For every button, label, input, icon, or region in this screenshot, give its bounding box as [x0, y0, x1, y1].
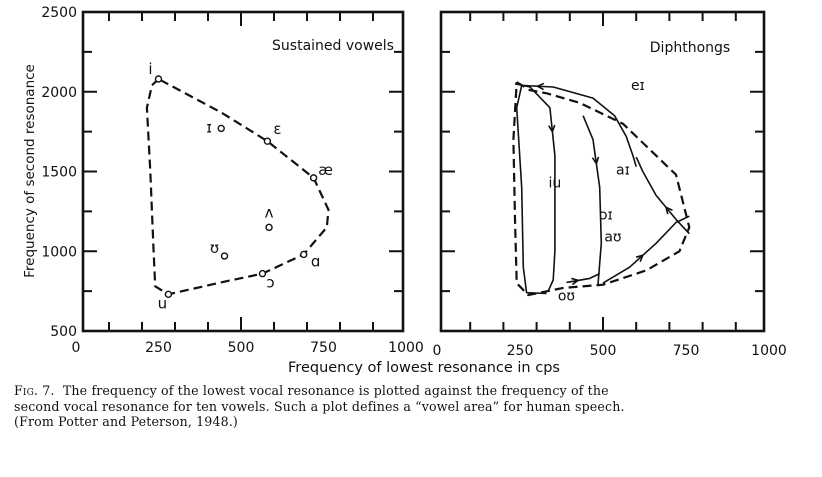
vowel-point-æ	[309, 174, 318, 182]
left-x-tick-label: 250	[145, 340, 172, 356]
left-x-tick-label: 500	[228, 340, 255, 356]
diphthong-arrow-oʊ	[571, 277, 580, 286]
y-tick-label: 1500	[41, 165, 77, 181]
right-x-tick-label: 250	[507, 343, 534, 359]
y-tick-label: 1000	[41, 244, 77, 260]
left-plot-frame	[81, 10, 405, 333]
diphthong-label-eɪ: eɪ	[631, 78, 645, 94]
diphthong-path-aʊ	[602, 215, 690, 284]
diphthong-label-aʊ: aʊ	[604, 230, 621, 246]
vowel-label-æ: æ	[318, 161, 333, 179]
right-x-tick-label: 500	[590, 343, 617, 359]
vowel-point-ʊ	[220, 252, 229, 260]
vowel-point-ʌ	[265, 223, 273, 232]
diphthong-path-ɔɪ	[582, 115, 603, 285]
vowel-label-ε: ε	[273, 120, 281, 138]
right-plot-frame	[439, 10, 766, 333]
diphthong-label-ɔɪ: ɔɪ	[600, 207, 613, 223]
diphthong-path-iu	[514, 83, 556, 292]
vowel-point-ɑ	[300, 250, 308, 259]
y-tick-label: 2500	[41, 5, 77, 21]
x-axis-label: Frequency of lowest resonance in cps	[288, 360, 560, 376]
sustained-vowels-chart: Sustained vowels Frequency of second res…	[22, 10, 405, 333]
y-tick-label: 2000	[41, 85, 77, 101]
right-chart-title: Diphthongs	[650, 40, 730, 56]
diphthong-arrow-aɪ	[664, 205, 673, 215]
vowel-label-ɪ: ɪ	[206, 118, 212, 136]
diphthong-arrow-aʊ	[635, 254, 645, 263]
vowel-area-figure: Sustained vowels Frequency of second res…	[22, 5, 787, 376]
left-x-tick-label: 1000	[388, 340, 424, 356]
vowel-label-ʊ: ʊ	[210, 239, 219, 257]
right-x-tick-label: 750	[673, 343, 700, 359]
vowel-label-ɑ: ɑ	[311, 252, 321, 270]
diphthongs-chart: Diphthongs eɪ iu ɔɪ aɪ aʊ oʊ	[439, 10, 766, 333]
vowel-label-ɔ: ɔ	[266, 274, 274, 292]
caption-line-3: (From Potter and Peterson, 1948.)	[14, 414, 238, 429]
vowel-point-ɪ	[217, 124, 225, 133]
vowel-point-ɔ	[258, 269, 267, 278]
caption-line-1: Fig. 7. The frequency of the lowest voca…	[14, 383, 814, 399]
left-x-tick-label: 0	[72, 340, 81, 356]
figure-caption: Fig. 7. The frequency of the lowest voca…	[14, 383, 814, 430]
left-chart-title: Sustained vowels	[272, 38, 394, 54]
diphthong-label-aɪ: aɪ	[616, 163, 630, 179]
y-tick-label: 500	[50, 324, 77, 340]
diphthong-arrow-iu	[548, 124, 556, 134]
diphthong-arrow-ɔɪ	[591, 156, 600, 166]
diphthong-label-oʊ: oʊ	[558, 289, 575, 305]
diphthong-arrow-eɪ	[535, 82, 545, 91]
vowel-area-boundary	[145, 78, 330, 296]
left-x-tick-label: 750	[310, 340, 337, 356]
diphthong-path-aɪ	[635, 156, 690, 235]
caption-figure-label: Fig. 7.	[14, 383, 55, 398]
vowel-point-ε	[263, 137, 272, 145]
caption-text-1: The frequency of the lowest vocal resona…	[62, 383, 609, 398]
vowel-label-u: u	[158, 294, 168, 312]
right-x-tick-label: 1000	[751, 343, 787, 359]
vowel-point-u	[164, 290, 173, 299]
caption-line-2: second vocal resonance for ten vowels. S…	[14, 398, 625, 414]
y-axis-label: Frequency of second resonance	[22, 64, 38, 278]
diphthong-path-oʊ	[566, 272, 601, 284]
diphthong-path-eɪ	[515, 84, 637, 295]
vowel-label-i: i	[148, 60, 152, 78]
right-x-tick-label: 0	[433, 343, 442, 359]
vowel-point-i	[154, 75, 163, 83]
diphthong-area-boundary	[512, 81, 691, 297]
diphthong-label-iu: iu	[548, 175, 561, 191]
vowel-label-ʌ: ʌ	[265, 203, 274, 221]
